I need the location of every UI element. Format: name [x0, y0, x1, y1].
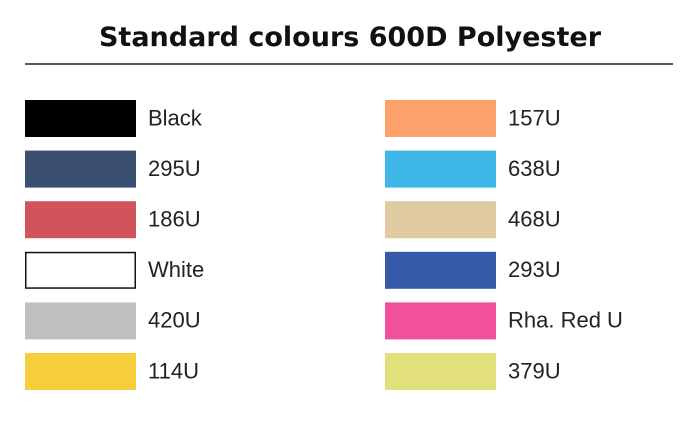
colour-label: 295U — [148, 156, 201, 181]
colour-label: 420U — [148, 308, 201, 333]
colour-label: 157U — [508, 105, 561, 130]
swatch — [385, 302, 496, 340]
swatch — [25, 100, 136, 137]
colour-label: 114U — [148, 358, 199, 383]
colour-label: Rha. Red U — [508, 308, 623, 333]
colour-label: 186U — [148, 207, 201, 232]
swatch — [385, 353, 496, 390]
swatch — [385, 251, 496, 289]
swatch — [25, 302, 136, 340]
swatch — [25, 201, 136, 239]
colour-label: 293U — [508, 257, 561, 282]
swatch — [25, 353, 136, 390]
swatch — [385, 201, 496, 239]
swatch — [385, 150, 496, 188]
colour-label: 468U — [508, 207, 561, 232]
swatch — [25, 150, 136, 188]
colour-label: White — [148, 257, 204, 282]
swatch — [385, 100, 496, 137]
colour-label: 379U — [508, 358, 561, 383]
swatch — [25, 251, 136, 289]
title: Standard colours 600D Polyester — [99, 22, 602, 53]
colour-label: 638U — [508, 156, 561, 181]
colour-label: Black — [148, 105, 203, 130]
